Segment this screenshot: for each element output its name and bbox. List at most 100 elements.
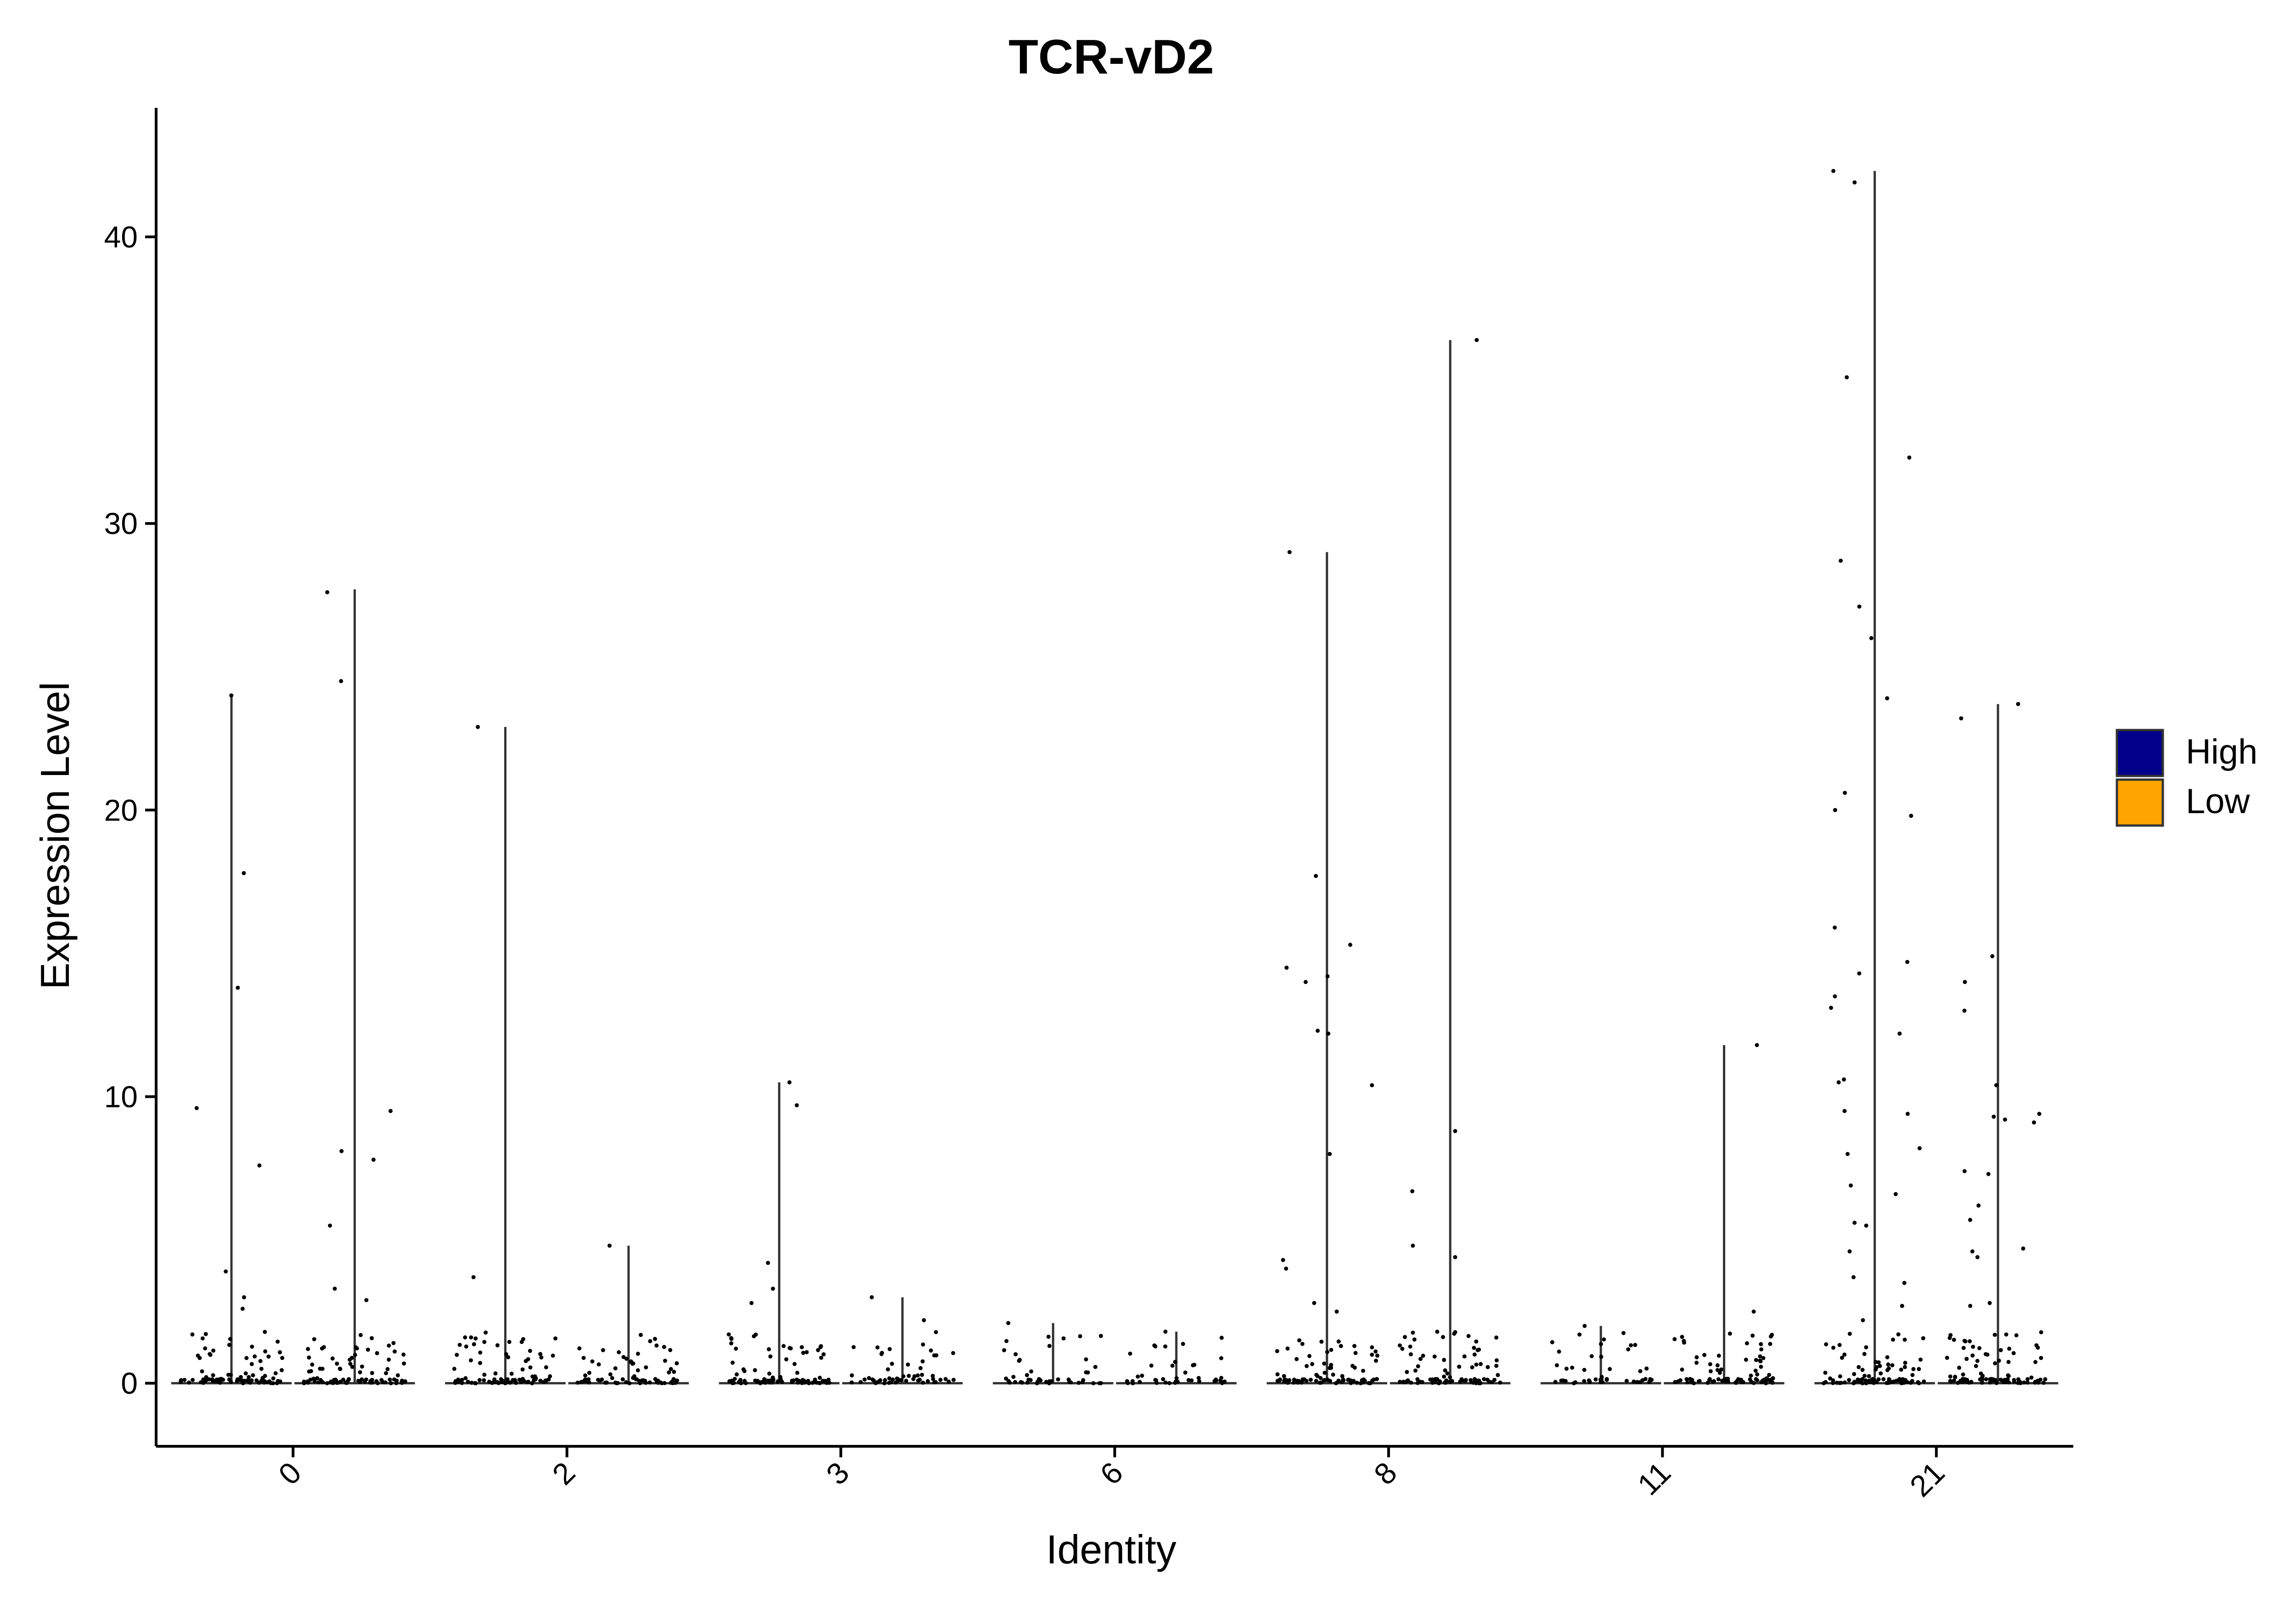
jitter-point: [1430, 1377, 1435, 1382]
jitter-point: [2007, 1380, 2011, 1385]
jitter-point: [920, 1359, 925, 1364]
jitter-point: [493, 1371, 498, 1376]
y-tick-label: 0: [121, 1366, 138, 1400]
jitter-point: [1305, 1364, 1309, 1368]
jitter-point: [659, 1381, 664, 1386]
jitter-point: [1770, 1377, 1774, 1382]
jitter-point: [766, 1347, 771, 1352]
jitter-point: [1445, 1371, 1450, 1376]
jitter-point: [348, 1361, 353, 1366]
jitter-point: [258, 1359, 263, 1363]
jitter-point: [501, 1380, 506, 1384]
outlier-point: [339, 1149, 344, 1153]
jitter-point: [459, 1380, 464, 1384]
jitter-point: [1891, 1337, 1895, 1342]
jitter-point: [1952, 1337, 1956, 1342]
jitter-point: [1749, 1379, 1754, 1384]
jitter-point: [325, 1381, 329, 1386]
jitter-point: [1672, 1337, 1677, 1342]
outlier-point: [1962, 1169, 1967, 1174]
jitter-point: [1886, 1362, 1891, 1367]
jitter-point: [1285, 1380, 1289, 1384]
outlier-point: [2016, 702, 2020, 706]
jitter-point: [1715, 1363, 1720, 1368]
jitter-point: [1432, 1354, 1437, 1359]
outlier-point: [1857, 604, 1862, 609]
jitter-point: [668, 1348, 673, 1352]
jitter-point: [1889, 1380, 1894, 1384]
jitter-point: [1874, 1365, 1879, 1370]
legend-label-high: High: [2186, 732, 2257, 771]
outlier-point: [787, 1080, 792, 1084]
jitter-point: [729, 1336, 733, 1340]
outlier-point: [371, 1157, 376, 1162]
jitter-point: [627, 1381, 632, 1386]
jitter-point: [1745, 1341, 1749, 1346]
jitter-point: [938, 1377, 943, 1382]
jitter-point: [539, 1355, 544, 1360]
jitter-point: [1283, 1377, 1287, 1382]
outlier-point: [1909, 814, 1913, 818]
jitter-point: [1903, 1360, 1908, 1365]
jitter-point: [1768, 1342, 1773, 1346]
jitter-point: [273, 1371, 278, 1376]
jitter-point: [631, 1361, 636, 1366]
jitter-point: [506, 1355, 511, 1360]
jitter-point: [302, 1381, 306, 1386]
jitter-point: [521, 1337, 525, 1342]
outlier-point: [1992, 1114, 1996, 1119]
jitter-point: [1418, 1379, 1422, 1384]
jitter-point: [278, 1379, 282, 1384]
jitter-point: [805, 1350, 809, 1354]
jitter-point: [1857, 1365, 1861, 1370]
jitter-point: [259, 1366, 264, 1371]
jitter-point: [1170, 1363, 1175, 1368]
outlier-point: [476, 725, 480, 729]
jitter-point: [1896, 1332, 1901, 1337]
jitter-point: [1911, 1367, 1916, 1371]
jitter-point: [1149, 1363, 1154, 1368]
jitter-point: [1125, 1379, 1130, 1383]
jitter-point: [214, 1379, 218, 1384]
jitter-point: [1441, 1335, 1445, 1339]
jitter-point: [263, 1349, 268, 1354]
jitter-point: [1956, 1381, 1960, 1385]
jitter-point: [403, 1379, 407, 1384]
outlier-point: [1328, 1152, 1332, 1156]
jitter-point: [305, 1379, 310, 1384]
jitter-point: [1957, 1365, 1961, 1370]
outlier-point: [229, 693, 234, 698]
jitter-point: [2004, 1332, 2009, 1337]
jitter-point: [1308, 1377, 1313, 1382]
jitter-point: [1494, 1335, 1499, 1340]
jitter-point: [1733, 1380, 1738, 1385]
jitter-point: [778, 1375, 782, 1379]
jitter-point: [316, 1380, 321, 1385]
jitter-point: [882, 1381, 887, 1386]
jitter-point: [538, 1378, 543, 1383]
jitter-point: [1922, 1379, 1926, 1384]
jitter-point: [1948, 1374, 1953, 1379]
jitter-point: [229, 1372, 233, 1377]
jitter-point: [190, 1332, 195, 1337]
jitter-point: [469, 1335, 473, 1340]
jitter-point: [1553, 1380, 1558, 1384]
jitter-point: [894, 1380, 898, 1385]
jitter-point: [1831, 1345, 1835, 1350]
jitter-point: [1744, 1357, 1748, 1362]
jitter-point: [2006, 1373, 2010, 1377]
jitter-point: [1277, 1378, 1282, 1383]
jitter-point: [672, 1370, 676, 1374]
jitter-point: [610, 1376, 614, 1380]
jitter-point: [1486, 1365, 1490, 1369]
jitter-point: [1196, 1376, 1201, 1380]
jitter-point: [1879, 1371, 1883, 1376]
jitter-point: [1949, 1379, 1953, 1384]
jitter-point: [1361, 1369, 1365, 1373]
outlier-point: [1970, 1249, 1975, 1254]
jitter-point: [387, 1357, 391, 1362]
jitter-point: [741, 1367, 746, 1371]
jitter-point: [495, 1343, 500, 1348]
jitter-point: [1593, 1377, 1598, 1382]
jitter-point: [238, 1377, 243, 1382]
